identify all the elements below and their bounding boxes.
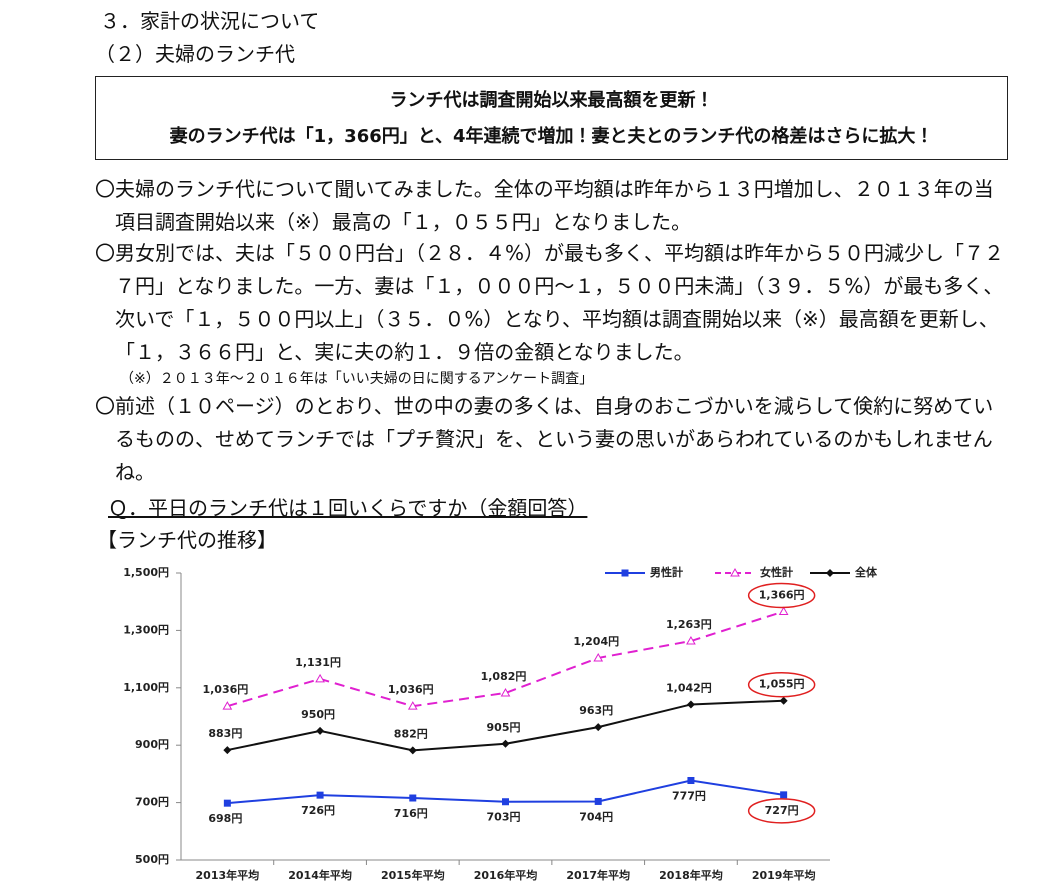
paragraph: 〇前述（１０ページ）のとおり、世の中の妻の多くは、自身のおこづかいを減らして倹約… (95, 394, 994, 484)
data-label: 882円 (394, 727, 428, 740)
y-tick-label: 1,300円 (123, 623, 169, 636)
data-label: 703円 (487, 811, 521, 824)
y-tick-label: 700円 (135, 796, 169, 809)
chart-heading: 【ランチ代の推移】 (97, 528, 277, 552)
marker (316, 791, 324, 799)
data-label: 905円 (487, 721, 521, 734)
data-label: 727円 (765, 804, 799, 817)
x-tick-label: 2016年平均 (474, 868, 538, 882)
marker (502, 798, 509, 806)
y-tick-label: 900円 (135, 738, 169, 751)
marker (687, 777, 695, 785)
marker (779, 696, 788, 705)
highlight-ring (747, 798, 816, 824)
data-label: 704円 (579, 810, 613, 823)
data-label: 1,036円 (202, 683, 248, 696)
marker (315, 673, 325, 683)
y-tick-label: 1,500円 (123, 566, 169, 579)
paragraph: 〇男女別では、夫は「５００円台」（２８．４%）が最も多く、平均額は昨年から５０円… (95, 241, 1005, 364)
marker (594, 723, 603, 732)
marker (686, 700, 695, 709)
marker (621, 569, 629, 577)
legend-label: 女性計 (760, 565, 793, 579)
x-tick-label: 2017年平均 (566, 868, 630, 882)
legend-label: 全体 (855, 565, 878, 579)
box-line: 妻のランチ代は「1，366円」と、4年連続で増加！妻と夫とのランチ代の格差はさら… (169, 126, 934, 147)
marker (778, 606, 789, 615)
legend-label: 男性計 (650, 565, 683, 579)
highlight-ring (747, 582, 816, 609)
y-tick-label: 500円 (135, 853, 169, 866)
box-line: ランチ代は調査開始以来最高額を更新！ (389, 90, 714, 111)
question: Ｑ．平日のランチ代は１回いくらですか（金額回答） (108, 496, 588, 520)
x-tick-label: 2019年平均 (752, 868, 816, 882)
x-tick-label: 2018年平均 (659, 868, 723, 882)
data-label: 963円 (579, 704, 613, 717)
marker (408, 746, 417, 755)
data-label: 726円 (301, 804, 335, 817)
data-label: 1,055円 (759, 678, 805, 691)
marker (316, 726, 325, 735)
marker (223, 799, 231, 807)
marker (594, 797, 602, 805)
data-label: 1,263円 (666, 618, 712, 631)
data-label: 1,042円 (666, 681, 712, 694)
data-label: 950円 (301, 708, 335, 721)
marker (593, 652, 604, 662)
marker (500, 687, 511, 697)
x-tick-label: 2014年平均 (288, 868, 352, 882)
marker (686, 636, 696, 645)
marker (730, 567, 740, 577)
subsection-title: （２）夫婦のランチ代 (95, 42, 295, 66)
data-label: 777円 (672, 790, 706, 803)
data-label: 1,366円 (759, 588, 805, 601)
marker (409, 794, 417, 802)
x-tick-label: 2013年平均 (196, 868, 260, 882)
marker (501, 739, 510, 748)
marker (780, 791, 788, 799)
chart: 500円 700円 900円 1,100円 1,300円 1,500円 2013年平均 201… (123, 565, 878, 882)
data-label: 1,131円 (295, 656, 341, 669)
data-label: 698円 (208, 812, 242, 825)
highlight-box: ランチ代は調査開始以来最高額を更新！ 妻のランチ代は「1，366円」と、4年連続… (95, 76, 1008, 160)
marker (222, 701, 233, 710)
highlight-ring (747, 671, 816, 698)
marker (826, 569, 834, 577)
paragraph: 〇夫婦のランチ代について聞いてみました。全体の平均額は昨年から１３円増加し、２０… (95, 177, 994, 234)
section-title: ３．家計の状況について (100, 9, 320, 33)
y-tick-label: 1,100円 (123, 681, 169, 694)
x-tick-label: 2015年平均 (381, 868, 445, 882)
note: （※）２０１３年～２０１６年は「いい夫婦の日に関するアンケート調査」 (120, 371, 594, 387)
data-label: 716円 (394, 807, 428, 820)
marker (223, 746, 232, 755)
marker (407, 701, 418, 710)
data-label: 883円 (208, 727, 242, 740)
data-label: 1,036円 (388, 683, 434, 696)
data-label: 1,204円 (573, 635, 619, 648)
data-label: 1,082円 (481, 670, 527, 683)
